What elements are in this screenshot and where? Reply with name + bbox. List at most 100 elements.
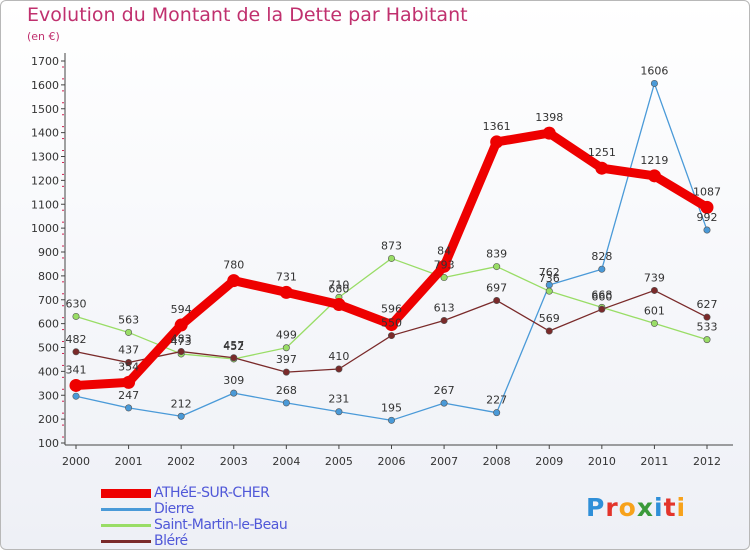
data-label: 992 [697, 211, 718, 224]
data-label: 731 [276, 270, 297, 283]
x-tick-label: 2008 [483, 455, 511, 468]
data-label: 397 [276, 353, 297, 366]
data-label: 1087 [693, 185, 721, 198]
x-tick-label: 2009 [535, 455, 563, 468]
legend-swatch [101, 488, 151, 498]
data-point [72, 392, 80, 400]
data-point [703, 226, 711, 234]
x-tick-label: 2003 [220, 455, 248, 468]
chart-title: Evolution du Montant de la Dette par Hab… [27, 4, 468, 26]
data-point [440, 317, 448, 325]
data-labels: 247 212 309 268 231 195 267 227 762 828 1606 992 630… [66, 64, 722, 414]
data-point [598, 265, 606, 273]
data-label: 1361 [483, 120, 511, 133]
data-label: 1398 [535, 111, 563, 124]
data-label: 231 [328, 393, 349, 406]
data-point [650, 79, 658, 87]
logo-letter: i [654, 493, 664, 522]
y-tick-label: 1600 [31, 79, 59, 92]
data-point [72, 312, 80, 320]
logo-letter: t [663, 493, 677, 522]
data-point [125, 404, 133, 412]
data-label: 309 [223, 374, 244, 387]
data-label: 627 [697, 298, 718, 311]
data-label: 482 [66, 333, 87, 346]
y-tick-label: 600 [38, 318, 59, 331]
data-label: 660 [591, 290, 612, 303]
data-label: 668 [591, 288, 612, 301]
data-point [595, 161, 609, 175]
x-tick-label: 2000 [62, 455, 90, 468]
legend-item: Dierre [101, 501, 287, 517]
y-tick-label: 1400 [31, 127, 59, 140]
logo-letter: i [676, 493, 687, 522]
logo-letter: o [618, 493, 637, 522]
legend-label: ATHéE-SUR-CHER [154, 485, 270, 501]
y-tick-label: 900 [38, 246, 59, 259]
data-point [387, 416, 395, 424]
data-label: 354 [118, 360, 139, 373]
y-tick-label: 1700 [31, 55, 59, 68]
x-tick-label: 2012 [693, 455, 721, 468]
y-tick-label: 100 [38, 437, 59, 450]
data-point [387, 254, 395, 262]
data-label: 569 [539, 312, 560, 325]
data-point [703, 336, 711, 344]
data-point [650, 319, 658, 327]
data-point [282, 368, 290, 376]
data-label: 563 [118, 313, 139, 326]
data-point [493, 409, 501, 417]
axes: 100 200 300 400 500 600 700 800 900 1000 1100 1200 1… [31, 53, 733, 468]
y-tick-label: 200 [38, 413, 59, 426]
data-point [174, 318, 188, 332]
data-point [493, 263, 501, 271]
y-tick-label: 1000 [31, 222, 59, 235]
legend-swatch [101, 507, 151, 511]
x-tick-label: 2007 [430, 455, 458, 468]
data-label: 793 [434, 259, 455, 272]
data-label: 680 [328, 283, 349, 296]
data-point [387, 332, 395, 340]
data-point [72, 348, 80, 356]
data-label: 457 [223, 339, 244, 352]
data-label: 596 [381, 303, 402, 316]
data-label: 452 [223, 340, 244, 353]
data-label: 736 [539, 272, 560, 285]
data-point [598, 305, 606, 313]
data-label: 780 [223, 259, 244, 272]
data-label: 710 [328, 278, 349, 291]
data-point [385, 318, 398, 332]
data-point [282, 344, 290, 352]
logo-letter: x [636, 493, 654, 522]
data-label: 739 [644, 271, 665, 284]
x-tick-label: 2006 [378, 455, 406, 468]
data-label: 84 [437, 244, 451, 257]
data-label: 533 [697, 321, 718, 334]
data-point [69, 378, 83, 392]
data-point [335, 408, 343, 416]
legend: ATHéE-SUR-CHER Dierre Saint-Martin-le-Beau… [101, 485, 288, 549]
data-label: 550 [381, 317, 402, 330]
data-label: 341 [66, 363, 87, 376]
data-point [490, 135, 504, 149]
data-point [177, 348, 185, 356]
data-label: 630 [66, 297, 87, 310]
data-label: 267 [434, 384, 455, 397]
data-point [332, 298, 346, 312]
legend-swatch [101, 523, 151, 527]
y-tick-label: 300 [38, 389, 59, 402]
data-label: 828 [591, 250, 612, 263]
data-label: 873 [381, 239, 402, 252]
data-point [227, 274, 241, 288]
x-tick-label: 2002 [167, 455, 195, 468]
data-label: 601 [644, 304, 665, 317]
data-label: 410 [328, 350, 349, 363]
data-point [125, 359, 133, 367]
y-tick-label: 700 [38, 294, 59, 307]
data-point [230, 389, 238, 397]
data-point [122, 375, 136, 389]
legend-swatch [101, 539, 151, 543]
data-point [440, 274, 448, 282]
